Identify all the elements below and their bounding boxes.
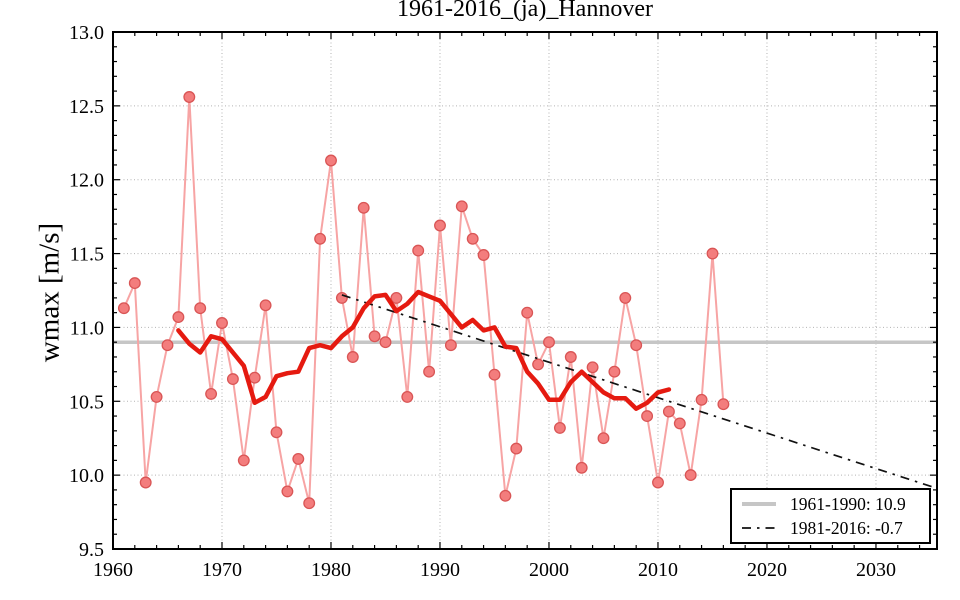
data-point-marker (684, 469, 697, 482)
trend-line-swatch-icon (742, 525, 776, 531)
x-tick-label: 1990 (420, 559, 460, 581)
data-point-marker (608, 365, 621, 378)
data-point-marker (673, 417, 686, 430)
legend-label-climate-mean: 1961-1990: 10.9 (790, 493, 906, 514)
data-point-marker (128, 277, 141, 290)
x-tick-label: 2030 (856, 559, 896, 581)
data-point-marker (423, 365, 436, 378)
data-point-marker (641, 410, 654, 423)
data-point-marker (325, 154, 337, 167)
y-tick-label: 11.5 (70, 244, 104, 266)
data-point-marker (630, 339, 643, 352)
data-point-marker (499, 489, 512, 502)
y-tick-label: 12.0 (69, 170, 104, 192)
data-point-marker (695, 393, 708, 406)
data-point-marker (292, 452, 305, 465)
data-point-marker (390, 291, 403, 304)
data-point-marker (662, 405, 675, 418)
data-point-marker (521, 306, 534, 319)
chart-title: 1961-2016_(ja)_Hannover (397, 0, 653, 22)
data-point-marker (314, 232, 327, 245)
data-point-marker (597, 432, 610, 445)
data-point-marker (281, 485, 294, 498)
y-tick-label: 13.0 (69, 22, 104, 44)
y-tick-label: 11.0 (70, 317, 104, 339)
data-point-marker (706, 247, 719, 260)
data-point-marker (412, 244, 425, 257)
data-point-marker (717, 398, 730, 411)
x-tick-label: 2020 (747, 559, 787, 581)
x-tick-label: 1970 (202, 559, 242, 581)
data-point-marker (586, 361, 599, 374)
running-mean-line (176, 289, 672, 411)
data-point-marker (194, 302, 207, 315)
x-tick-label: 1980 (311, 559, 351, 581)
data-point-marker (575, 461, 588, 474)
data-point-marker (205, 387, 218, 400)
data-point-marker (139, 476, 152, 489)
legend-label-trend: 1981-2016: -0.7 (790, 517, 903, 538)
legend-row-climate-mean: 1961-1990: 10.9 (742, 492, 919, 516)
data-point-marker (161, 339, 174, 352)
data-point-marker (619, 291, 632, 304)
data-point-marker (237, 454, 250, 467)
y-tick-label: 12.5 (69, 96, 104, 118)
data-point-marker (553, 421, 566, 434)
y-tick-label: 10.0 (69, 465, 104, 487)
data-point-marker (401, 390, 414, 403)
data-point-marker (564, 351, 577, 363)
data-point-marker (532, 358, 545, 371)
data-point-marker (466, 232, 479, 245)
data-point-marker (270, 426, 283, 439)
data-point-marker (172, 311, 185, 324)
data-point-marker (335, 291, 348, 304)
data-point-marker (434, 219, 446, 232)
data-point-marker (477, 249, 490, 261)
annual-series-line (122, 96, 725, 505)
data-point-marker (150, 390, 163, 403)
data-point-marker (510, 442, 523, 455)
data-point-marker (346, 351, 359, 363)
data-point-marker (357, 201, 370, 214)
axis-frame (112, 31, 938, 550)
data-point-marker (444, 339, 457, 352)
data-point-marker (259, 299, 272, 312)
x-tick-label: 1960 (93, 559, 133, 581)
legend-row-trend: 1981-2016: -0.7 (742, 516, 919, 540)
y-tick-label: 10.5 (69, 391, 104, 413)
data-point-marker (183, 91, 196, 103)
data-point-marker (455, 200, 468, 213)
mean-line-swatch-icon (742, 502, 776, 506)
x-tick-label: 2010 (638, 559, 678, 581)
data-point-marker (248, 371, 261, 384)
data-point-marker (226, 373, 239, 386)
data-point-marker (488, 368, 501, 381)
data-point-marker (379, 336, 392, 349)
trend-line (341, 294, 938, 490)
x-tick-label: 2000 (529, 559, 569, 581)
data-point-marker (117, 302, 130, 315)
data-point-marker (216, 317, 228, 329)
legend: 1961-1990: 10.9 1981-2016: -0.7 (730, 488, 931, 544)
data-point-marker (652, 476, 664, 489)
data-point-marker (368, 330, 381, 343)
data-point-marker (543, 336, 555, 349)
data-point-marker (303, 497, 316, 510)
y-tick-label: 9.5 (79, 539, 104, 561)
